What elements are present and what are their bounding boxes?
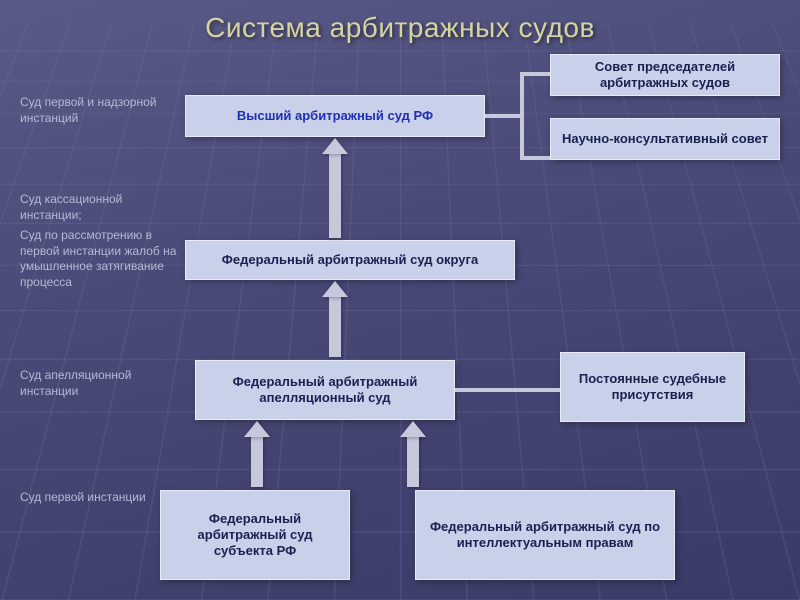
node-advisory-council: Научно-консультативный совет: [550, 118, 780, 160]
node-council-chairmen: Совет председателей арбитражных судов: [550, 54, 780, 96]
node-permanent-presence: Постоянные судебные присутствия: [560, 352, 745, 422]
node-subject-court: Федеральный арбитражный суд субъекта РФ: [160, 490, 350, 580]
node-supreme-court-text: Высший арбитражный суд РФ: [237, 108, 433, 124]
arrow-1: [322, 140, 348, 238]
arrow-2: [322, 283, 348, 357]
label-level2a: Суд кассационной инстанции;: [20, 192, 175, 223]
label-level1: Суд первой и надзорной инстанций: [20, 95, 175, 126]
node-appellate-court: Федеральный арбитражный апелляционный су…: [195, 360, 455, 420]
node-district-court: Федеральный арбитражный суд округа: [185, 240, 515, 280]
connector-1: [485, 114, 520, 118]
label-level2b: Суд по рассмотрению в первой инстанции ж…: [20, 228, 185, 290]
node-district-court-text: Федеральный арбитражный суд округа: [222, 252, 478, 268]
node-advisory-council-text: Научно-консультативный совет: [562, 131, 768, 147]
connector-3: [520, 72, 550, 76]
connector-2: [520, 72, 524, 160]
arrow-4: [400, 423, 426, 487]
label-level3: Суд апелляционной инстанции: [20, 368, 175, 399]
node-appellate-court-text: Федеральный арбитражный апелляционный су…: [202, 374, 448, 407]
page-title: Система арбитражных судов: [0, 12, 800, 44]
node-council-chairmen-text: Совет председателей арбитражных судов: [557, 59, 773, 92]
node-supreme-court: Высший арбитражный суд РФ: [185, 95, 485, 137]
connector-4: [520, 156, 550, 160]
connector-5: [455, 388, 560, 392]
node-permanent-presence-text: Постоянные судебные присутствия: [567, 371, 738, 404]
node-ip-court: Федеральный арбитражный суд по интеллект…: [415, 490, 675, 580]
node-ip-court-text: Федеральный арбитражный суд по интеллект…: [422, 519, 668, 552]
arrow-3: [244, 423, 270, 487]
node-subject-court-text: Федеральный арбитражный суд субъекта РФ: [167, 511, 343, 560]
label-level4: Суд первой инстанции: [20, 490, 175, 506]
